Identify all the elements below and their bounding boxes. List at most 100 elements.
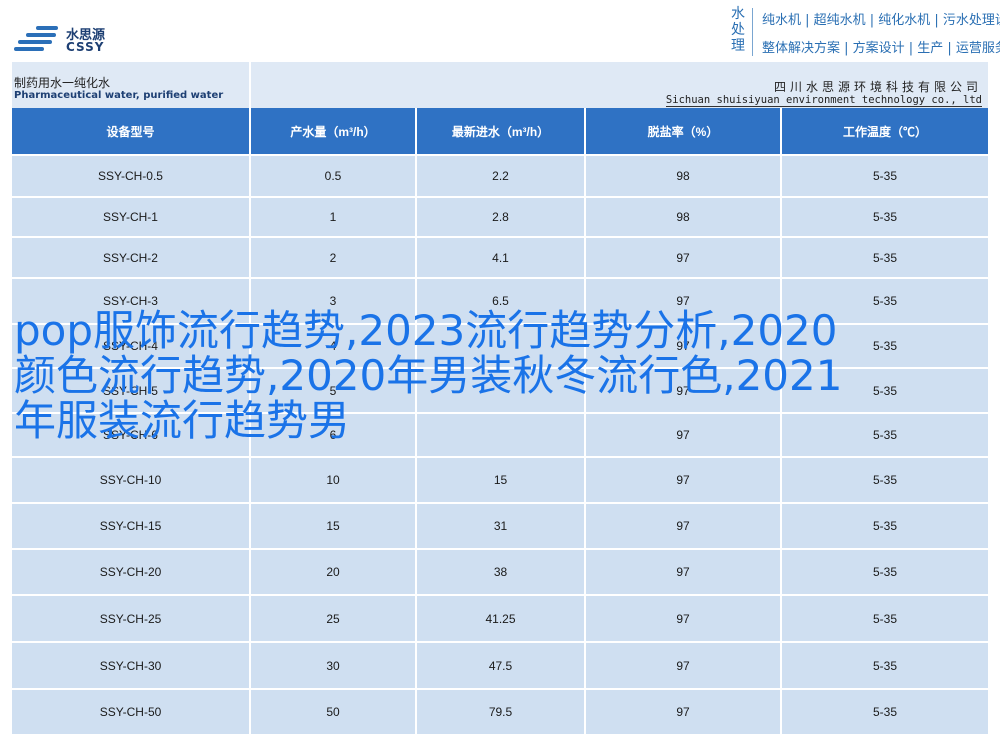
cell-model: SSY-CH-6	[12, 414, 251, 458]
cell-output: 0.5	[251, 156, 417, 198]
cell-desalination: 97	[586, 369, 782, 414]
cell-output: 3	[251, 279, 417, 325]
logo-icon	[14, 22, 62, 56]
cell-inflow: 31	[417, 504, 586, 550]
table-row: SSY-CH-25 25 41.25 97 5-35	[12, 596, 988, 643]
table-row: SSY-CH-2 2 4.1 97 5-35	[12, 238, 988, 279]
table-row: SSY-CH-20 20 38 97 5-35	[12, 550, 988, 596]
cell-model: SSY-CH-50	[12, 690, 251, 736]
vertical-tag: 水 处 理	[726, 6, 750, 54]
cell-inflow: 6.5	[417, 279, 586, 325]
product-title-block: 制药用水一纯化水 Pharmaceutical water, purified …	[12, 62, 251, 108]
cell-temperature: 5-35	[782, 238, 988, 279]
cell-model: SSY-CH-10	[12, 458, 251, 504]
col-header-output: 产水量（m³/h）	[251, 108, 417, 156]
cell-temperature: 5-35	[782, 369, 988, 414]
cell-output: 10	[251, 458, 417, 504]
top-header: 水思源 CSSY 水 处 理 纯水机 | 超纯水机 | 纯化水机 | 污水处理设…	[0, 0, 1000, 62]
cell-output: 25	[251, 596, 417, 643]
table-row: SSY-CH-6 6 97 5-35	[12, 414, 988, 458]
table-row: SSY-CH-1 1 2.8 98 5-35	[12, 198, 988, 238]
cell-inflow	[417, 325, 586, 369]
cell-model: SSY-CH-15	[12, 504, 251, 550]
product-title-cn: 制药用水一纯化水	[14, 76, 111, 90]
cell-inflow: 4.1	[417, 238, 586, 279]
cell-desalination: 98	[586, 198, 782, 238]
product-title-en: Pharmaceutical water, purified water	[14, 90, 224, 101]
table-row: SSY-CH-3 3 6.5 97 5-35	[12, 279, 988, 325]
cell-desalination: 97	[586, 414, 782, 458]
vertical-tag-char: 理	[731, 38, 745, 54]
cell-model: SSY-CH-3	[12, 279, 251, 325]
cell-temperature: 5-35	[782, 690, 988, 736]
cell-model: SSY-CH-20	[12, 550, 251, 596]
col-header-desalination: 脱盐率（%）	[586, 108, 782, 156]
cell-model: SSY-CH-5	[12, 369, 251, 414]
cell-output: 4	[251, 325, 417, 369]
vertical-tag-char: 水	[731, 6, 745, 22]
cell-model: SSY-CH-1	[12, 198, 251, 238]
company-logo[interactable]: 水思源 CSSY	[14, 22, 144, 56]
cell-inflow: 41.25	[417, 596, 586, 643]
spec-table: 设备型号 产水量（m³/h） 最新进水（m³/h） 脱盐率（%） 工作温度（℃）…	[12, 108, 988, 736]
cell-desalination: 97	[586, 643, 782, 690]
cell-inflow: 15	[417, 458, 586, 504]
cell-desalination: 98	[586, 156, 782, 198]
col-header-temperature: 工作温度（℃）	[782, 108, 988, 156]
cell-output: 20	[251, 550, 417, 596]
col-header-model: 设备型号	[12, 108, 251, 156]
cell-inflow: 2.8	[417, 198, 586, 238]
table-header-row: 设备型号 产水量（m³/h） 最新进水（m³/h） 脱盐率（%） 工作温度（℃）	[12, 108, 988, 156]
logo-text-en: CSSY	[66, 40, 105, 54]
slogan-products: 纯水机 | 超纯水机 | 纯化水机 | 污水处理设备	[762, 13, 1000, 28]
cell-model: SSY-CH-25	[12, 596, 251, 643]
cell-desalination: 97	[586, 279, 782, 325]
table-row: SSY-CH-5 5 97 5-35	[12, 369, 988, 414]
cell-output: 30	[251, 643, 417, 690]
cell-temperature: 5-35	[782, 458, 988, 504]
divider	[752, 8, 753, 56]
cell-temperature: 5-35	[782, 596, 988, 643]
cell-desalination: 97	[586, 458, 782, 504]
cell-inflow	[417, 414, 586, 458]
cell-inflow: 79.5	[417, 690, 586, 736]
cell-output: 5	[251, 369, 417, 414]
cell-output: 50	[251, 690, 417, 736]
title-band: 制药用水一纯化水 Pharmaceutical water, purified …	[12, 62, 988, 108]
cell-temperature: 5-35	[782, 279, 988, 325]
cell-inflow	[417, 369, 586, 414]
cell-desalination: 97	[586, 238, 782, 279]
cell-output: 15	[251, 504, 417, 550]
table-row: SSY-CH-15 15 31 97 5-35	[12, 504, 988, 550]
table-row: SSY-CH-50 50 79.5 97 5-35	[12, 690, 988, 736]
cell-temperature: 5-35	[782, 325, 988, 369]
table-row: SSY-CH-4 4 97 5-35	[12, 325, 988, 369]
table-row: SSY-CH-10 10 15 97 5-35	[12, 458, 988, 504]
cell-model: SSY-CH-2	[12, 238, 251, 279]
cell-desalination: 97	[586, 690, 782, 736]
cell-inflow: 47.5	[417, 643, 586, 690]
cell-desalination: 97	[586, 550, 782, 596]
cell-inflow: 2.2	[417, 156, 586, 198]
cell-output: 2	[251, 238, 417, 279]
company-name-cn: 四川水思源环境科技有限公司	[773, 80, 982, 94]
cell-temperature: 5-35	[782, 156, 988, 198]
logo-text-cn: 水思源	[66, 28, 106, 43]
cell-desalination: 97	[586, 325, 782, 369]
cell-output: 6	[251, 414, 417, 458]
cell-model: SSY-CH-0.5	[12, 156, 251, 198]
cell-desalination: 97	[586, 596, 782, 643]
slogan-services: 整体解决方案 | 方案设计 | 生产 | 运营服务	[762, 41, 1000, 56]
cell-output: 1	[251, 198, 417, 238]
cell-temperature: 5-35	[782, 550, 988, 596]
col-header-inflow: 最新进水（m³/h）	[417, 108, 586, 156]
cell-model: SSY-CH-4	[12, 325, 251, 369]
cell-temperature: 5-35	[782, 504, 988, 550]
table-row: SSY-CH-30 30 47.5 97 5-35	[12, 643, 988, 690]
table-row: SSY-CH-0.5 0.5 2.2 98 5-35	[12, 156, 988, 198]
cell-inflow: 38	[417, 550, 586, 596]
overlay-headline: pop服饰流行趋势,2023流行趋势分析,2020颜色流行趋势,2020年男装秋…	[14, 306, 843, 445]
company-name-en: Sichuan shuisiyuan environment technolog…	[665, 94, 983, 107]
vertical-tag-char: 处	[731, 22, 745, 38]
cell-temperature: 5-35	[782, 414, 988, 458]
